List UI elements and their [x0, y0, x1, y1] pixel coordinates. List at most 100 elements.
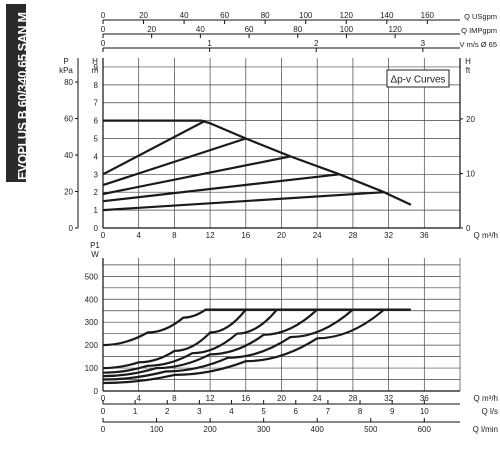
bottom-scale-tick-label: 3	[197, 407, 202, 416]
head-tick-m: 2	[94, 188, 99, 197]
power-x-tick-label: 0	[101, 394, 106, 403]
head-tick-m: 4	[94, 152, 99, 161]
power-curve	[102, 308, 385, 385]
top-scale-tick-label: 0	[101, 11, 106, 20]
top-scale-tick-label: 60	[245, 25, 254, 34]
model-banner	[6, 4, 26, 182]
bottom-scale-tick-label: 300	[257, 425, 271, 434]
head-tick-m: 9	[94, 63, 99, 72]
bottom-scale-tick-label: 100	[150, 425, 164, 434]
power-y-tick-label: 300	[85, 318, 99, 327]
top-scale-tick-label: 3	[421, 39, 426, 48]
top-scale-tick-label: 160	[421, 11, 435, 20]
top-scale-tick-label: 40	[196, 25, 205, 34]
kpa-tick-label: 80	[64, 78, 73, 87]
power-y-tick-label: 500	[85, 272, 99, 281]
kpa-tick-label: 20	[64, 188, 73, 197]
power-chart: 0 100 200 300 400 500 P1W 0 4 8 12 16 20 24 28 32 36 Q m³…	[85, 241, 498, 403]
top-scale-tick-label: 80	[261, 11, 270, 20]
head-x-tick-label: 16	[241, 231, 250, 240]
head-tick-m: 3	[94, 170, 99, 179]
head-curves	[102, 119, 412, 212]
kpa-tick-label: 60	[64, 115, 73, 124]
ft-tick-label: 20	[466, 115, 475, 124]
power-x-tick-label: 28	[348, 394, 357, 403]
head-tick-m: 6	[94, 117, 99, 126]
ft-tick-label: 10	[466, 169, 475, 178]
legend-box	[386, 69, 450, 88]
bottom-scale-tick-label: 6	[294, 407, 299, 416]
power-y-tick-label: 200	[85, 341, 99, 350]
top-scale-tick-label: 120	[340, 11, 354, 20]
head-x-tick-label: 12	[206, 231, 215, 240]
power-x-tick-label: 32	[384, 394, 393, 403]
bottom-scale-tick-label: 10	[420, 407, 429, 416]
power-x-tick-label: 20	[277, 394, 286, 403]
head-max-curve	[103, 119, 412, 206]
bottom-scale-tick-label: 500	[364, 425, 378, 434]
top-scale-tick-label: 40	[180, 11, 189, 20]
power-y-tick-label: 0	[94, 387, 99, 396]
top-scale-tick-label: 100	[340, 25, 354, 34]
head-left-unit-m: m	[92, 66, 99, 75]
head-setpoint-curve	[102, 155, 291, 196]
power-axes: 0 100 200 300 400 500 P1W 0 4 8 12 16 20 24 28 32 36 Q m³…	[85, 241, 498, 403]
power-curve	[102, 308, 247, 370]
bottom-scale-tick-label: 0	[101, 407, 106, 416]
top-scale-tick-label: 20	[139, 11, 148, 20]
top-scale-unit: V m/s Ø 65	[459, 40, 497, 49]
bottom-scale-unit: Q l/s	[482, 407, 498, 416]
top-scale-tick-label: 0	[101, 39, 106, 48]
bottom-scale-tick-label: 9	[390, 407, 395, 416]
top-scale-tick-label: 60	[220, 11, 229, 20]
head-x-tick-label: 20	[277, 231, 286, 240]
power-y-label: P1	[90, 241, 100, 250]
legend: Δp-v Curves	[386, 69, 450, 88]
bottom-scale-tick-label: 600	[418, 425, 432, 434]
bottom-scale-tick-label: 7	[326, 407, 331, 416]
power-x-tick-label: 16	[241, 394, 250, 403]
legend-label: Δp-v Curves	[390, 75, 445, 86]
head-setpoint-curve	[102, 119, 207, 176]
head-x-tick-label: 8	[172, 231, 177, 240]
bottom-scale-tick-label: 1	[133, 407, 138, 416]
power-grid	[102, 258, 461, 392]
bottom-scales: 0 1 2 3 4 5 6 7 8 9 10 Q l/s 0 100 200 300 400 500 600 Q l/…	[101, 400, 498, 434]
head-tick-m: 0	[94, 224, 99, 233]
top-scale-tick-label: 2	[314, 39, 319, 48]
head-left-label-h: H	[92, 57, 98, 66]
head-x-tick-label: 0	[101, 231, 106, 240]
top-scale-unit: Q IMPgpm	[461, 26, 497, 35]
power-curve	[102, 308, 354, 381]
power-x-tick-label: 36	[420, 394, 429, 403]
head-x-tick-label: 36	[420, 231, 429, 240]
top-scale-tick-label: 100	[299, 11, 313, 20]
head-x-tick-label: 4	[136, 231, 141, 240]
top-scale-tick-label: 80	[293, 25, 302, 34]
bottom-scale-tick-label: 4	[229, 407, 234, 416]
bottom-scale-unit: Q l/min	[473, 425, 498, 434]
power-y-tick-label: 100	[85, 364, 99, 373]
kpa-tick-label: 40	[64, 151, 73, 160]
power-x-tick-label: 4	[136, 394, 141, 403]
kpa-tick-label: 0	[69, 224, 74, 233]
power-curve	[102, 308, 411, 347]
head-left-label-p: P	[63, 57, 68, 66]
bottom-scale-tick-label: 0	[101, 425, 106, 434]
top-scale-tick-label: 0	[101, 25, 106, 34]
head-tick-m: 5	[94, 135, 99, 144]
power-curve	[102, 308, 318, 378]
bottom-scale-tick-label: 2	[165, 407, 170, 416]
head-x-tick-label: 32	[384, 231, 393, 240]
power-x-unit: Q m³/h	[474, 394, 498, 403]
top-scale-tick-label: 120	[388, 25, 402, 34]
head-tick-m: 8	[94, 81, 99, 90]
head-x-tick-label: 24	[313, 231, 322, 240]
head-x-tick-label: 28	[348, 231, 357, 240]
power-x-tick-label: 12	[206, 394, 215, 403]
top-scale-tick-label: 20	[147, 25, 156, 34]
